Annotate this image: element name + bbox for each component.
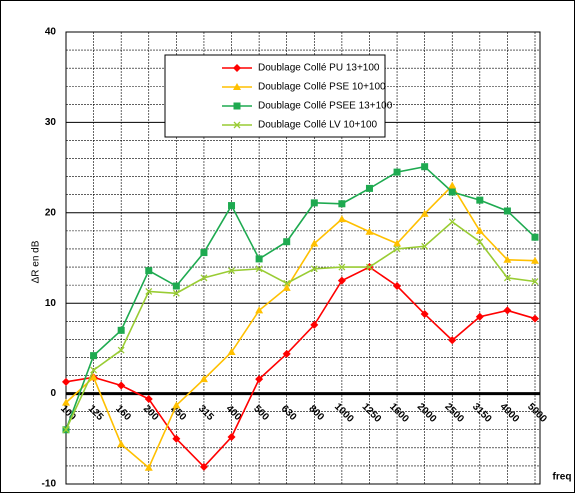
marker	[310, 265, 318, 273]
marker	[62, 398, 70, 406]
marker	[117, 346, 125, 354]
marker	[172, 282, 180, 290]
marker	[421, 163, 429, 171]
marker	[475, 226, 484, 234]
legend-box	[164, 54, 386, 138]
marker	[448, 336, 457, 345]
marker	[255, 255, 263, 263]
y-tick-label: 30	[45, 117, 57, 128]
marker	[233, 64, 241, 72]
legend-label: Doublage Collé LV 10+100	[258, 120, 378, 131]
marker	[393, 282, 402, 291]
marker	[531, 314, 539, 323]
marker	[338, 200, 346, 208]
marker	[393, 245, 401, 253]
marker	[365, 227, 374, 235]
marker	[233, 83, 241, 90]
marker	[255, 265, 263, 273]
marker	[228, 267, 235, 275]
marker	[420, 209, 429, 217]
marker	[227, 432, 236, 441]
legend-label: Doublage Collé PSE 10+100	[258, 82, 386, 93]
marker	[448, 218, 456, 226]
marker	[337, 276, 346, 285]
plot-border	[65, 31, 541, 485]
marker	[310, 320, 319, 329]
marker	[420, 310, 429, 319]
legend-label: Doublage Collé PU 13+100	[258, 63, 380, 74]
marker	[531, 256, 539, 264]
marker	[172, 289, 180, 297]
marker	[172, 434, 181, 443]
x-axis-label: freq	[553, 472, 572, 483]
marker	[144, 463, 153, 471]
marker	[144, 395, 153, 404]
marker	[476, 238, 484, 246]
legend-label: Doublage Collé PSEE 13+100	[258, 101, 393, 112]
y-tick-label: 0	[50, 388, 56, 399]
marker	[338, 263, 346, 271]
marker	[393, 168, 401, 176]
marker	[199, 462, 208, 471]
marker	[421, 242, 429, 250]
marker	[503, 255, 512, 263]
marker	[62, 377, 70, 386]
marker	[448, 188, 456, 196]
marker	[200, 249, 208, 257]
y-tick-label: 40	[45, 27, 57, 38]
marker	[199, 375, 208, 383]
marker	[282, 349, 291, 358]
marker	[310, 239, 319, 247]
y-tick-label: 20	[45, 207, 57, 218]
marker	[62, 426, 70, 434]
y-axis-label: ΔR en dB	[31, 240, 42, 283]
marker	[282, 283, 291, 291]
marker	[503, 207, 511, 215]
marker	[255, 306, 264, 314]
marker	[503, 274, 511, 282]
marker	[283, 279, 291, 287]
marker	[227, 348, 236, 356]
marker	[503, 306, 512, 315]
marker	[531, 233, 539, 241]
marker	[476, 196, 484, 204]
marker	[366, 263, 373, 271]
marker	[145, 267, 153, 275]
marker	[365, 184, 373, 192]
marker	[172, 401, 181, 409]
series-line	[65, 220, 536, 431]
marker	[200, 274, 208, 282]
marker	[448, 181, 457, 189]
series-line	[65, 266, 536, 468]
marker	[233, 121, 241, 129]
marker	[228, 202, 236, 210]
marker	[475, 312, 484, 321]
marker	[337, 215, 346, 223]
marker	[255, 375, 264, 384]
marker	[117, 326, 125, 334]
marker	[283, 238, 291, 246]
marker	[531, 278, 539, 285]
marker	[117, 440, 126, 448]
marker	[310, 199, 318, 207]
marker	[89, 373, 98, 381]
y-tick-label: -10	[42, 479, 57, 490]
legend: Doublage Collé PU 13+100 Doublage Collé P…	[164, 54, 393, 138]
y-tick-label: 10	[45, 298, 57, 309]
marker	[90, 352, 98, 360]
marker	[393, 239, 402, 247]
marker	[233, 102, 241, 110]
marker	[145, 287, 153, 295]
marker	[90, 366, 98, 374]
series-line	[65, 165, 536, 431]
marker	[117, 381, 126, 390]
